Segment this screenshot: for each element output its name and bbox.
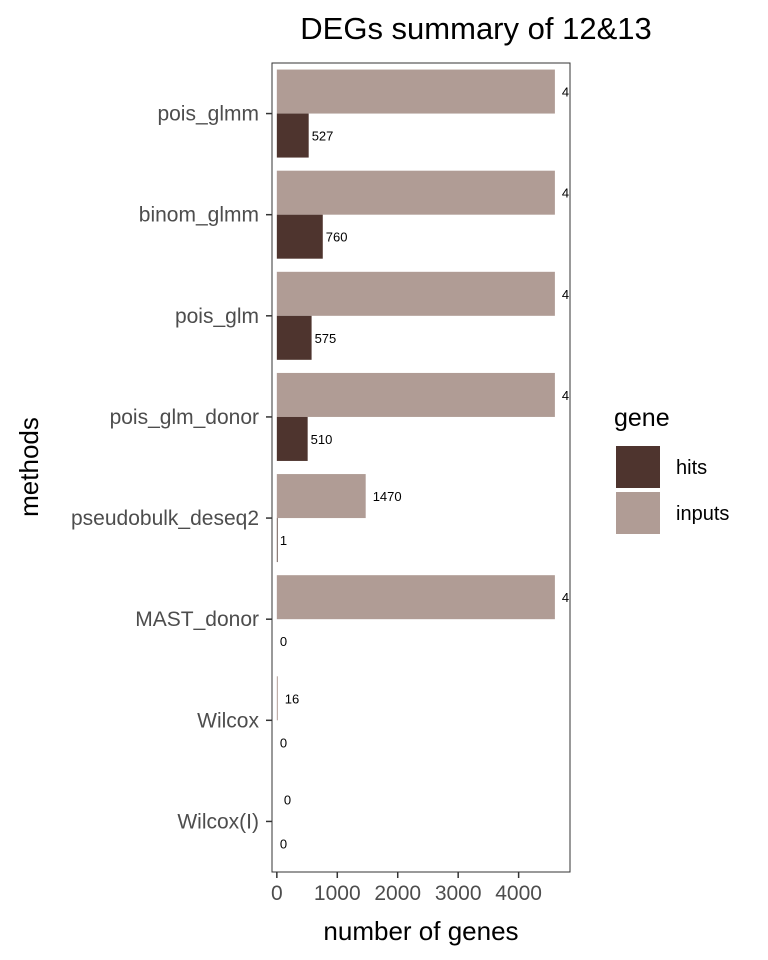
bar-label-inputs-pois_glm: 4	[562, 287, 569, 302]
legend-items: hits inputs	[616, 446, 729, 534]
bar-hits-pois_glm_donor	[276, 416, 308, 461]
bar-label-hits-pois_glmm: 527	[312, 129, 334, 144]
bar-inputs-pois_glm	[276, 271, 555, 316]
bar-label-hits-MAST_donor: 0	[280, 634, 287, 649]
y-tick-label-pseudobulk_deseq2: pseudobulk_deseq2	[71, 507, 259, 530]
bars-layer	[276, 69, 555, 721]
bar-label-hits-pseudobulk_deseq2: 1	[280, 533, 287, 548]
plot-panel	[271, 62, 571, 873]
bar-label-inputs-MAST_donor: 4	[562, 590, 569, 605]
y-tick-label-MAST_donor: MAST_donor	[135, 608, 259, 631]
bar-label-inputs-Wilcox(I): 0	[284, 792, 291, 807]
bar-label-inputs-pois_glmm: 4	[562, 85, 569, 100]
bar-hits-pois_glmm	[276, 113, 309, 158]
bar-label-hits-Wilcox: 0	[280, 735, 287, 750]
bar-label-hits-binom_glmm: 760	[326, 230, 348, 245]
legend-key-inputs	[616, 492, 660, 534]
bar-inputs-binom_glmm	[276, 170, 555, 215]
x-tick-label-3000: 3000	[435, 882, 482, 905]
bar-labels-layer: 4 527 4 760 4 575 4 510 1470 1 4 0 16 0 0 0	[280, 85, 569, 852]
bar-label-hits-pois_glm_donor: 510	[311, 432, 333, 447]
bar-inputs-pseudobulk_deseq2	[276, 474, 366, 519]
bar-hits-pois_glm	[276, 315, 312, 360]
x-tick-label-1000: 1000	[314, 882, 361, 905]
x-axis-title: number of genes	[323, 916, 518, 946]
bar-label-hits-pois_glm: 575	[315, 331, 337, 346]
chart-title: DEGs summary of 12&13	[300, 11, 651, 46]
y-tick-label-binom_glmm: binom_glmm	[139, 204, 259, 227]
x-axis: 0 1000 2000 3000 4000	[271, 872, 542, 905]
y-tick-label-pois_glmm: pois_glmm	[157, 103, 259, 126]
bar-inputs-Wilcox	[276, 676, 278, 721]
bar-label-inputs-Wilcox: 16	[285, 691, 299, 706]
bar-label-inputs-pois_glm_donor: 4	[562, 388, 569, 403]
y-axis: pois_glmm binom_glmm pois_glm pois_glm_dono…	[71, 103, 272, 833]
bar-inputs-pois_glm_donor	[276, 372, 555, 417]
bar-label-hits-Wilcox(I): 0	[280, 836, 287, 851]
legend-key-hits	[616, 446, 660, 488]
y-tick-label-Wilcox: Wilcox	[197, 709, 259, 732]
bar-label-inputs-binom_glmm: 4	[562, 186, 569, 201]
x-tick-label-4000: 4000	[495, 882, 542, 905]
legend-title: gene	[614, 404, 670, 432]
y-tick-label-pois_glm: pois_glm	[175, 305, 259, 328]
legend: gene hits inputs	[614, 404, 729, 534]
y-tick-label-Wilcox(I): Wilcox(I)	[177, 810, 259, 833]
legend-label-hits: hits	[676, 457, 707, 479]
bar-inputs-MAST_donor	[276, 575, 555, 620]
bar-hits-pseudobulk_deseq2	[276, 518, 278, 563]
bar-label-inputs-pseudobulk_deseq2: 1470	[373, 489, 402, 504]
y-tick-label-pois_glm_donor: pois_glm_donor	[110, 406, 259, 429]
y-axis-title: methods	[14, 417, 44, 517]
bar-hits-binom_glmm	[276, 214, 323, 259]
x-tick-label-2000: 2000	[374, 882, 421, 905]
bar-inputs-pois_glmm	[276, 69, 555, 114]
x-tick-label-0: 0	[271, 882, 283, 905]
legend-label-inputs: inputs	[676, 503, 729, 525]
